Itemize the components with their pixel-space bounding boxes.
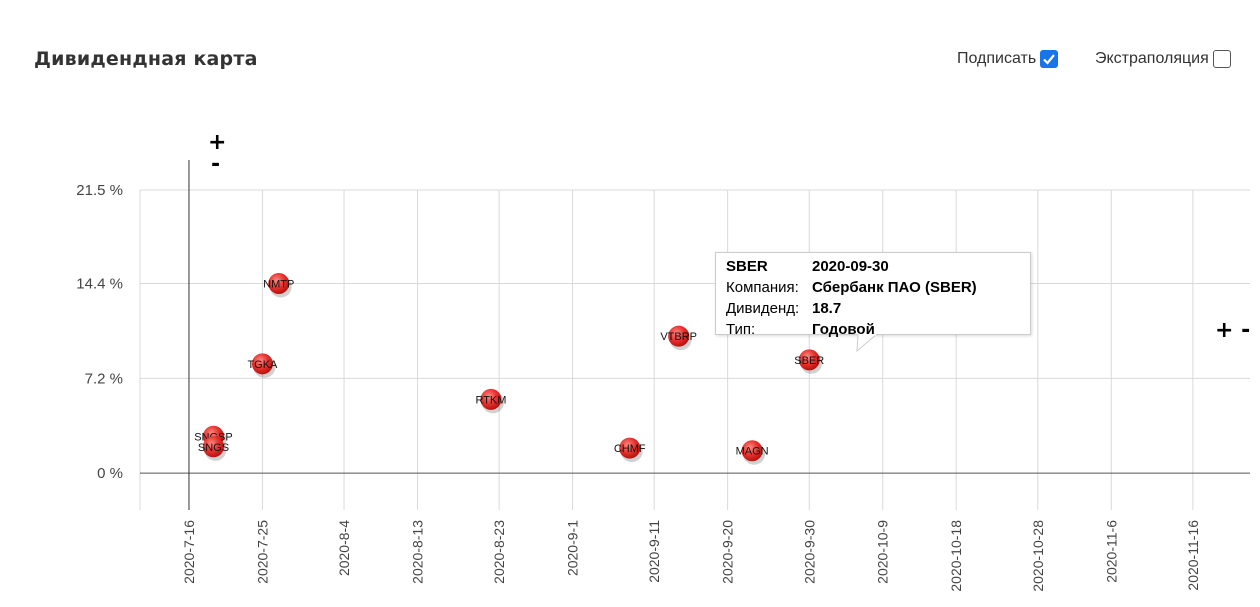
- x-tick-label: 2020-7-25: [254, 520, 270, 584]
- x-tick-label: 2020-11-16: [1185, 520, 1201, 591]
- page-title: Дивидендная карта: [34, 48, 258, 70]
- point-marker: [619, 437, 641, 459]
- tooltip-company-label: Компания:: [726, 279, 799, 296]
- y-tick-label: 0 %: [97, 465, 123, 482]
- axes: [140, 160, 1250, 510]
- tick-labels: 0 % 7.2 % 14.4 % 21.5 % 2020-7-16 2020-7-25 20…: [76, 182, 1201, 592]
- data-point-vtbrp[interactable]: VTBRP: [660, 325, 697, 351]
- label-checkbox[interactable]: [1040, 50, 1059, 68]
- tooltip-dividend: 18.7: [812, 300, 842, 317]
- tooltip-dividend-label: Дивиденд:: [726, 300, 800, 317]
- tooltip-dividend-row: Дивиденд: 18.7: [726, 298, 1020, 319]
- data-point-tgka[interactable]: TGKA: [247, 353, 278, 378]
- point-label: MAGN: [736, 446, 769, 458]
- data-point-sngs[interactable]: SNGS: [198, 436, 229, 461]
- x-tick-label: 2020-10-9: [875, 520, 891, 584]
- x-tick-label: 2020-9-11: [646, 520, 662, 583]
- point-marker: [268, 272, 290, 294]
- label-toggle[interactable]: Подписать: [957, 50, 1059, 68]
- tooltip-company: Сбербанк ПАО (SBER): [812, 279, 977, 296]
- extrapolation-toggle-label: Экстраполяция: [1095, 50, 1209, 67]
- point-marker: [202, 436, 224, 458]
- point-marker: [798, 349, 820, 371]
- point-label: CHMF: [614, 443, 646, 455]
- point-label: SNGS: [198, 442, 229, 454]
- x-zoom-buttons[interactable]: + -: [1215, 318, 1251, 343]
- point-label: SBER: [794, 355, 824, 367]
- y-tick-label: 21.5 %: [76, 182, 123, 199]
- grid: [139, 189, 1250, 510]
- point-marker: [741, 440, 763, 462]
- y-zoom-out-button[interactable]: -: [211, 152, 221, 177]
- x-tick-label: 2020-9-30: [801, 520, 817, 584]
- tooltip-pointer: [856, 334, 878, 353]
- tooltip-company-row: Компания: Сбербанк ПАО (SBER): [726, 277, 1020, 298]
- data-point-magn[interactable]: MAGN: [736, 440, 769, 465]
- x-tick-label: 2020-11-6: [1103, 520, 1119, 583]
- x-tick-label: 2020-8-13: [410, 520, 426, 584]
- label-toggle-label: Подписать: [957, 50, 1037, 67]
- data-points: NMTPTGKARTKMSNGSPSNGSCHMFVTBRPMAGNSBER: [194, 272, 824, 465]
- extrapolation-checkbox[interactable]: [1212, 50, 1231, 68]
- point-label: NMTP: [263, 278, 294, 290]
- data-point-nmtp[interactable]: NMTP: [263, 272, 294, 298]
- tooltip-ticker: SBER: [726, 258, 768, 275]
- data-point-rtkm[interactable]: RTKM: [475, 388, 506, 414]
- x-tick-label: 2020-9-20: [720, 520, 736, 584]
- point-label: RTKM: [475, 394, 506, 406]
- x-tick-label: 2020-8-23: [491, 520, 507, 584]
- point-marker: [480, 388, 502, 410]
- x-tick-label: 2020-10-28: [1030, 520, 1046, 592]
- point-label: VTBRP: [660, 331, 697, 343]
- y-tick-label: 14.4 %: [76, 275, 123, 292]
- tooltip-header-row: SBER 2020-09-30: [726, 256, 1020, 277]
- x-tick-label: 2020-10-18: [948, 520, 964, 592]
- point-tooltip: SBER 2020-09-30 Компания: Сбербанк ПАО (…: [715, 252, 1031, 338]
- y-zoom-in-button[interactable]: +: [208, 130, 227, 155]
- tooltip-date: 2020-09-30: [812, 258, 889, 275]
- point-marker: [668, 325, 690, 347]
- checkmark-icon: [1043, 54, 1056, 65]
- tooltip-type-label: Тип:: [726, 321, 756, 338]
- extrapolation-toggle[interactable]: Экстраполяция: [1095, 50, 1231, 68]
- point-label: TGKA: [247, 359, 278, 371]
- x-tick-label: 2020-7-16: [181, 520, 197, 584]
- x-tick-label: 2020-8-4: [336, 520, 352, 576]
- point-marker: [251, 353, 273, 375]
- x-tick-label: 2020-9-1: [565, 520, 581, 576]
- data-point-chmf[interactable]: CHMF: [614, 437, 646, 463]
- y-tick-label: 7.2 %: [85, 370, 123, 387]
- data-point-sber[interactable]: SBER: [794, 349, 824, 374]
